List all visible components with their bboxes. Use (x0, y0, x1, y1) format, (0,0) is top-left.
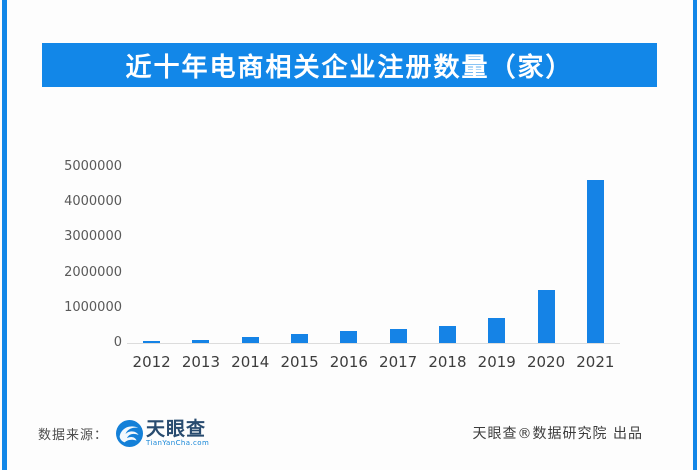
y-tick-4000000: 4000000 (64, 194, 122, 210)
footer: 数据来源： 天眼查 TianYanCha.com 天眼查®数据研究院 出品 (0, 412, 700, 454)
logo-text: 天眼查 TianYanCha.com (146, 419, 209, 447)
y-tick-0: 0 (113, 335, 122, 350)
logo-name: 天眼查 (146, 418, 207, 440)
bar-2018 (438, 326, 456, 343)
data-source: 数据来源： 天眼查 TianYanCha.com (38, 419, 209, 447)
x-label-2018: 2018 (428, 353, 467, 371)
data-source-label: 数据来源： (38, 427, 109, 443)
title-banner: 近十年电商相关企业注册数量（家） (42, 43, 657, 87)
x-label-2013: 2013 (181, 353, 221, 371)
bar-2016 (340, 331, 358, 343)
x-label-2016: 2016 (329, 353, 368, 371)
logo-url: TianYanCha.com (146, 439, 210, 447)
x-label-2015: 2015 (280, 353, 319, 371)
tianyancha-logo: 天眼查 TianYanCha.com (116, 419, 209, 447)
bar-2021 (586, 180, 604, 343)
bar-2019 (488, 318, 506, 343)
bar-2013 (192, 340, 210, 343)
x-label-2014: 2014 (231, 353, 270, 371)
tianyancha-eye-icon (116, 419, 144, 447)
x-label-2019: 2019 (477, 353, 516, 371)
y-tick-2000000: 2000000 (64, 264, 122, 280)
x-label-2017: 2017 (379, 353, 418, 371)
x-label-2021: 2021 (576, 353, 615, 371)
x-label-2012: 2012 (132, 353, 171, 371)
x-label-2020: 2020 (526, 353, 566, 371)
bar-2015 (291, 334, 309, 343)
x-axis-line (127, 343, 620, 344)
right-edge-strip (693, 0, 697, 470)
y-tick-1000000: 1000000 (64, 299, 122, 315)
left-edge-strip (2, 0, 7, 470)
y-tick-5000000: 5000000 (64, 159, 122, 174)
bar-2012 (143, 341, 161, 343)
chart-title: 近十年电商相关企业注册数量（家） (125, 52, 574, 83)
bar-2020 (537, 290, 555, 343)
bar-2017 (389, 329, 407, 343)
y-tick-3000000: 3000000 (64, 229, 122, 245)
bar-2014 (241, 337, 259, 343)
credit-text: 天眼查®数据研究院 出品 (472, 426, 643, 442)
